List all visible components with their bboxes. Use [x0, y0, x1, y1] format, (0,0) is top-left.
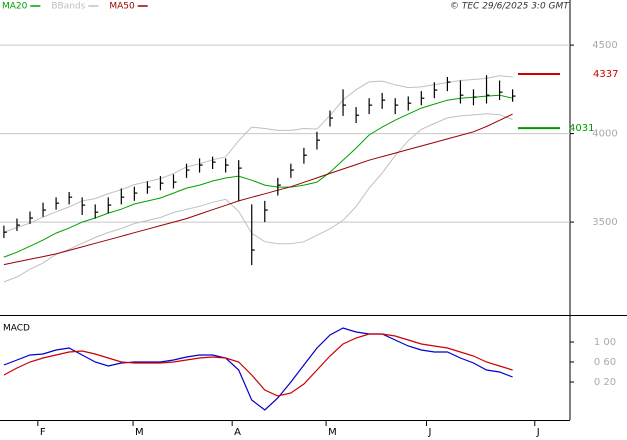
level-label: 4337	[593, 69, 618, 80]
y-tick-label: 0 20	[594, 377, 616, 388]
macd-line	[3, 333, 513, 397]
macd-title: MACD	[3, 324, 30, 334]
ma-line	[3, 94, 513, 258]
macd-line	[3, 327, 513, 411]
bband-upper	[3, 75, 513, 233]
level-label: 4031	[569, 123, 594, 134]
x-tick-label: M	[328, 427, 337, 438]
x-tick-label: J	[428, 427, 432, 438]
bband-lower	[3, 113, 513, 283]
x-tick-label: M	[135, 427, 144, 438]
ma-line	[3, 113, 513, 266]
y-tick-label: 3500	[592, 217, 617, 228]
x-tick-label: J	[536, 427, 540, 438]
legend-label: BBands	[51, 2, 85, 12]
legend-label: MA50	[109, 2, 135, 12]
x-tick-label: A	[234, 427, 241, 438]
y-tick-label: 1 00	[594, 337, 616, 348]
y-tick-label: 4500	[592, 40, 617, 51]
y-tick-label: 4000	[592, 129, 617, 140]
copyright: © TEC 29/6/2025 3:0 GMT	[450, 2, 570, 12]
y-tick-label: 0 60	[594, 357, 616, 368]
legend-label: MA20	[2, 2, 28, 12]
x-tick-label: F	[40, 427, 46, 438]
